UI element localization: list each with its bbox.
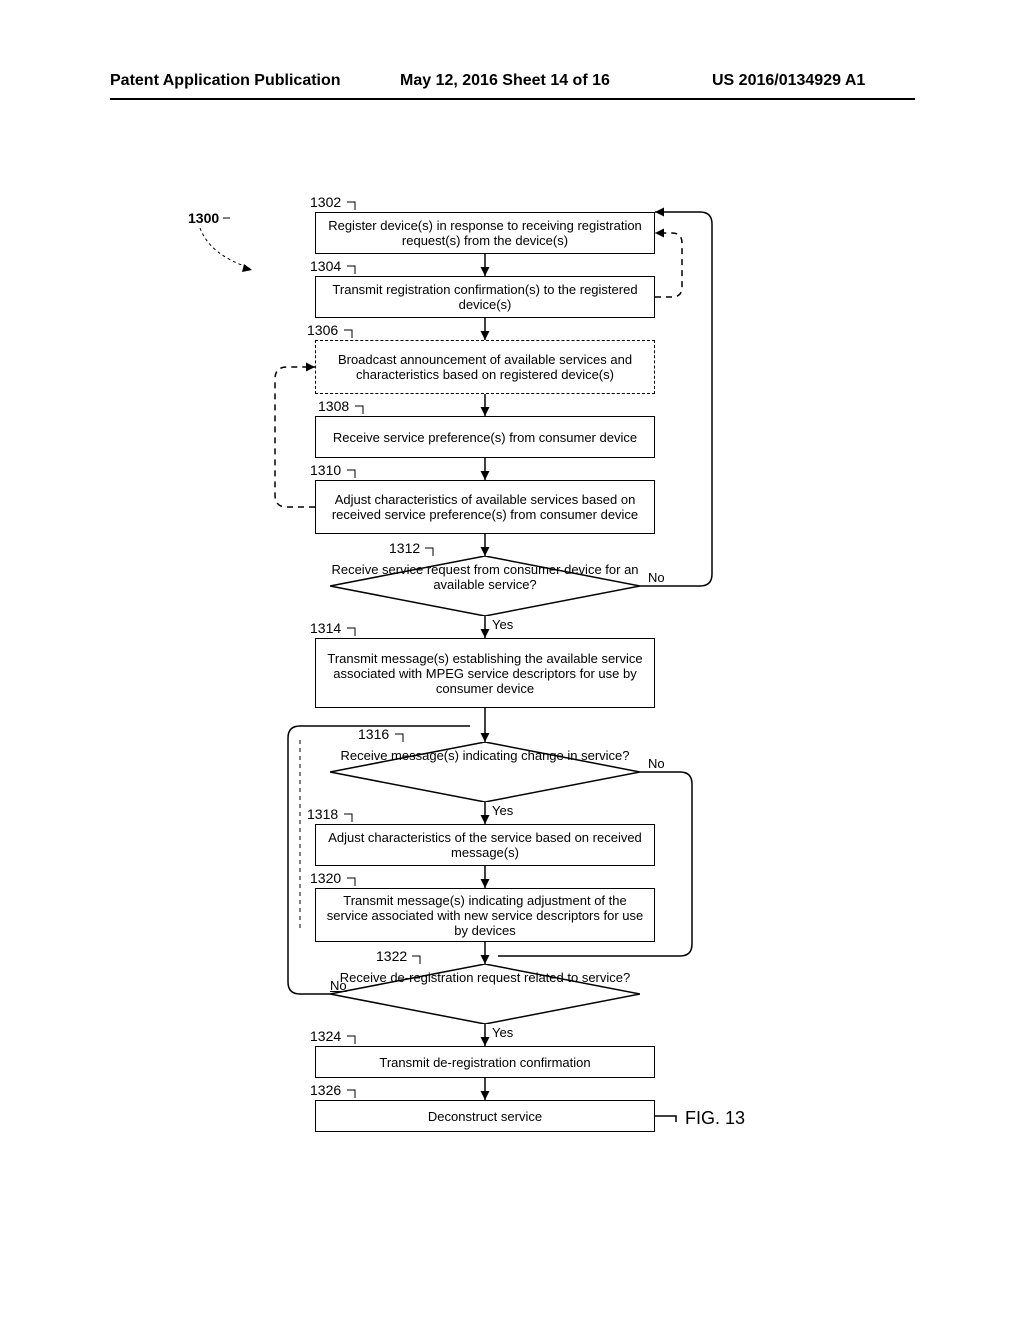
ref-1310: 1310 [310,462,341,478]
diamond-1316: Receive message(s) indicating change in … [330,742,640,802]
diamond-1322-text: Receive de-registration request related … [330,970,640,985]
header-right: US 2016/0134929 A1 [712,72,865,90]
box-1326: Deconstruct service [315,1100,655,1132]
box-1314: Transmit message(s) establishing the ava… [315,638,655,708]
box-1320: Transmit message(s) indicating adjustmen… [315,888,655,942]
box-1308: Receive service preference(s) from consu… [315,416,655,458]
yes-1316: Yes [492,803,513,818]
box-1310: Adjust characteristics of available serv… [315,480,655,534]
page-root: Patent Application Publication May 12, 2… [0,0,1024,1320]
ref-1322: 1322 [376,948,407,964]
ref-1308: 1308 [318,398,349,414]
box-1304: Transmit registration confirmation(s) to… [315,276,655,318]
figure-label: FIG. 13 [685,1108,745,1129]
no-1322: No [330,978,347,993]
diamond-1312: Receive service request from consumer de… [330,556,640,616]
ref-1316: 1316 [358,726,389,742]
ref-1326: 1326 [310,1082,341,1098]
ref-1324: 1324 [310,1028,341,1044]
ref-1306: 1306 [307,322,338,338]
box-1324: Transmit de-registration confirmation [315,1046,655,1078]
diamond-1312-text: Receive service request from consumer de… [330,562,640,592]
box-1302: Register device(s) in response to receiv… [315,212,655,254]
no-1316: No [648,756,665,771]
ref-1302: 1302 [310,194,341,210]
ref-1314: 1314 [310,620,341,636]
header-left: Patent Application Publication [110,72,341,90]
diamond-1316-text: Receive message(s) indicating change in … [330,748,640,763]
box-1318: Adjust characteristics of the service ba… [315,824,655,866]
ref-1300: 1300 [188,210,219,226]
diamond-1322: Receive de-registration request related … [330,964,640,1024]
box-1306: Broadcast announcement of available serv… [315,340,655,394]
header-rule [110,98,915,100]
yes-1312: Yes [492,617,513,632]
header-mid: May 12, 2016 Sheet 14 of 16 [400,72,610,90]
ref-1318: 1318 [307,806,338,822]
ref-1312: 1312 [389,540,420,556]
yes-1322: Yes [492,1025,513,1040]
no-1312: No [648,570,665,585]
ref-1304: 1304 [310,258,341,274]
ref-1320: 1320 [310,870,341,886]
